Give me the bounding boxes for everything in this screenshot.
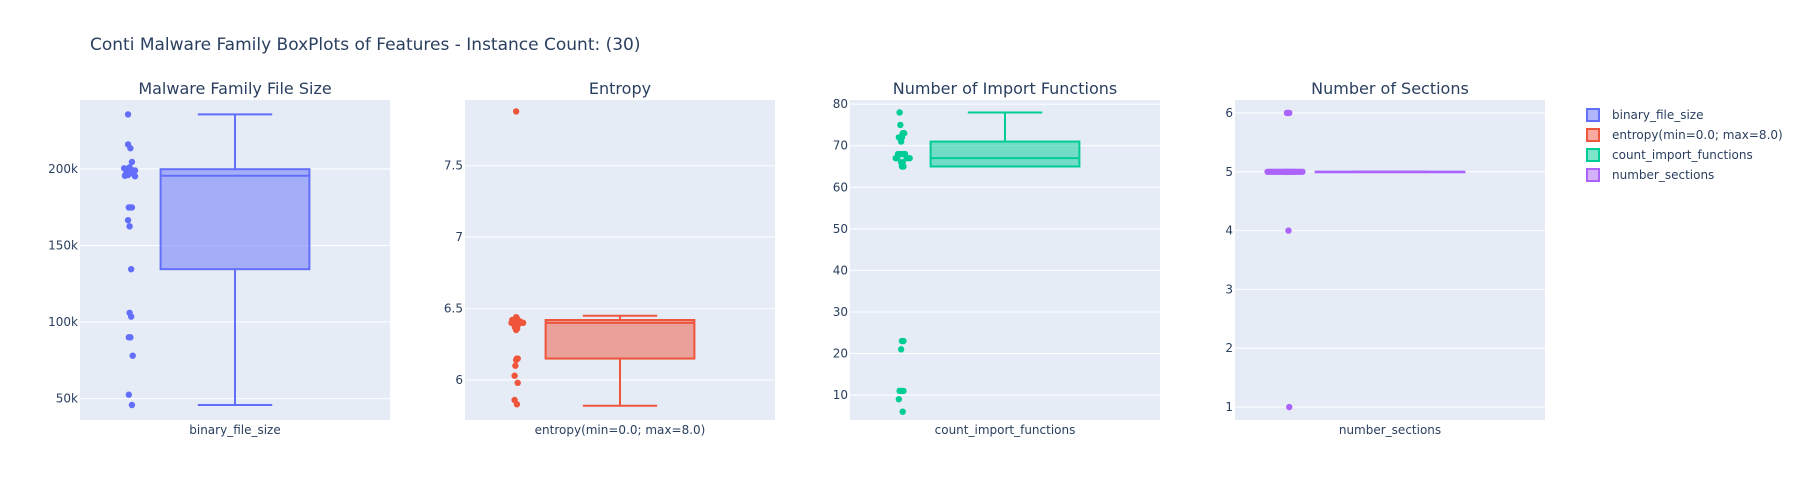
y-tick-label: 6	[1225, 106, 1233, 120]
data-point	[513, 401, 521, 408]
y-tick-label: 2	[1225, 341, 1233, 355]
data-point	[127, 313, 135, 320]
x-tick-label: entropy(min=0.0; max=8.0)	[535, 423, 706, 437]
y-tick-label: 10	[833, 388, 848, 402]
x-tick-label: number_sections	[1339, 423, 1441, 437]
y-tick-label: 7	[455, 230, 463, 244]
data-point	[896, 109, 903, 116]
subplot-count_import_functions: 10 20 30 40 50 60 70 80 Number of Import Functio…	[833, 79, 1160, 437]
y-tick-label: 20	[833, 347, 848, 361]
data-point	[126, 223, 133, 230]
legend-label: number_sections	[1612, 168, 1714, 182]
legend-item[interactable]: number_sections	[1586, 168, 1714, 182]
subplot-title: Number of Import Functions	[893, 79, 1117, 98]
legend-item[interactable]: binary_file_size	[1586, 108, 1704, 122]
box-iqr	[159, 168, 311, 271]
data-point	[514, 379, 521, 387]
legend-swatch	[1586, 148, 1600, 162]
legend-swatch	[1586, 168, 1600, 182]
data-point	[128, 401, 136, 409]
figure-title: Conti Malware Family BoxPlots of Feature…	[90, 35, 641, 55]
y-tick-label: 50	[833, 222, 848, 236]
data-point	[900, 387, 907, 395]
box-iqr	[929, 140, 1081, 168]
data-point	[128, 204, 136, 211]
data-point	[124, 111, 132, 118]
y-tick-label: 80	[833, 97, 848, 111]
y-tick-label: 1	[1225, 400, 1233, 414]
subplot-entropy(min=0.0; max=8.0): 6 6.5 7 7.5 Entropy entropy(min=0.0; max=8.0)	[444, 79, 775, 437]
y-tick-label: 6	[455, 373, 463, 387]
data-point	[1286, 403, 1293, 411]
data-point	[512, 108, 520, 115]
y-tick-label: 40	[833, 263, 848, 277]
subplot-title: Number of Sections	[1311, 79, 1469, 98]
data-point	[511, 372, 518, 379]
legend-label: entropy(min=0.0; max=8.0)	[1612, 128, 1783, 142]
plot-area	[1235, 100, 1545, 420]
legend: binary_file_size entropy(min=0.0; max=8.0…	[1586, 108, 1783, 182]
legend-item[interactable]: count_import_functions	[1586, 148, 1753, 162]
data-point	[121, 172, 129, 179]
subplot-binary_file_size: 50k 100k 150k 200k Malware Family File Size b…	[48, 79, 390, 437]
y-tick-label: 60	[833, 180, 848, 194]
legend-label: count_import_functions	[1612, 148, 1753, 162]
data-point	[512, 362, 519, 369]
legend-item[interactable]: entropy(min=0.0; max=8.0)	[1586, 128, 1783, 142]
data-point	[1285, 227, 1292, 234]
y-tick-label: 4	[1225, 224, 1233, 238]
data-point	[131, 173, 139, 180]
x-tick-label: binary_file_size	[189, 423, 281, 437]
data-point	[1299, 168, 1306, 175]
data-point	[124, 216, 132, 224]
data-point	[128, 158, 136, 166]
y-tick-label: 70	[833, 139, 848, 153]
y-tick-label: 6.5	[444, 302, 463, 316]
data-point	[125, 391, 133, 398]
subplot-title: Entropy	[589, 79, 651, 98]
y-tick-label: 5	[1225, 165, 1233, 179]
x-tick-label: count_import_functions	[935, 423, 1076, 437]
y-tick-label: 100k	[48, 315, 78, 329]
data-point	[1286, 109, 1293, 117]
data-point	[127, 265, 135, 273]
legend-swatch	[1586, 108, 1600, 122]
data-point	[129, 352, 136, 359]
y-tick-label: 200k	[48, 162, 78, 176]
y-tick-label: 30	[833, 305, 848, 319]
box-iqr	[544, 319, 696, 360]
subplot-number_sections: 1 2 3 4 5 6 Number of Sections number_sections	[1225, 79, 1545, 437]
data-point	[127, 145, 134, 152]
y-tick-label: 7.5	[444, 159, 463, 173]
data-point	[127, 334, 134, 341]
y-tick-label: 150k	[48, 238, 78, 252]
y-tick-label: 50k	[56, 392, 78, 406]
subplot-title: Malware Family File Size	[138, 79, 331, 98]
legend-swatch	[1586, 128, 1600, 142]
data-point	[512, 326, 520, 334]
data-point	[897, 121, 904, 129]
y-tick-label: 3	[1225, 282, 1233, 296]
data-point	[897, 138, 905, 145]
data-point	[897, 346, 905, 353]
data-point	[895, 396, 903, 403]
data-point	[512, 356, 520, 364]
data-point	[899, 408, 906, 415]
legend-label: binary_file_size	[1612, 108, 1704, 122]
data-point	[900, 337, 907, 345]
data-point	[900, 163, 907, 170]
data-point	[906, 154, 913, 162]
data-point	[894, 154, 901, 162]
